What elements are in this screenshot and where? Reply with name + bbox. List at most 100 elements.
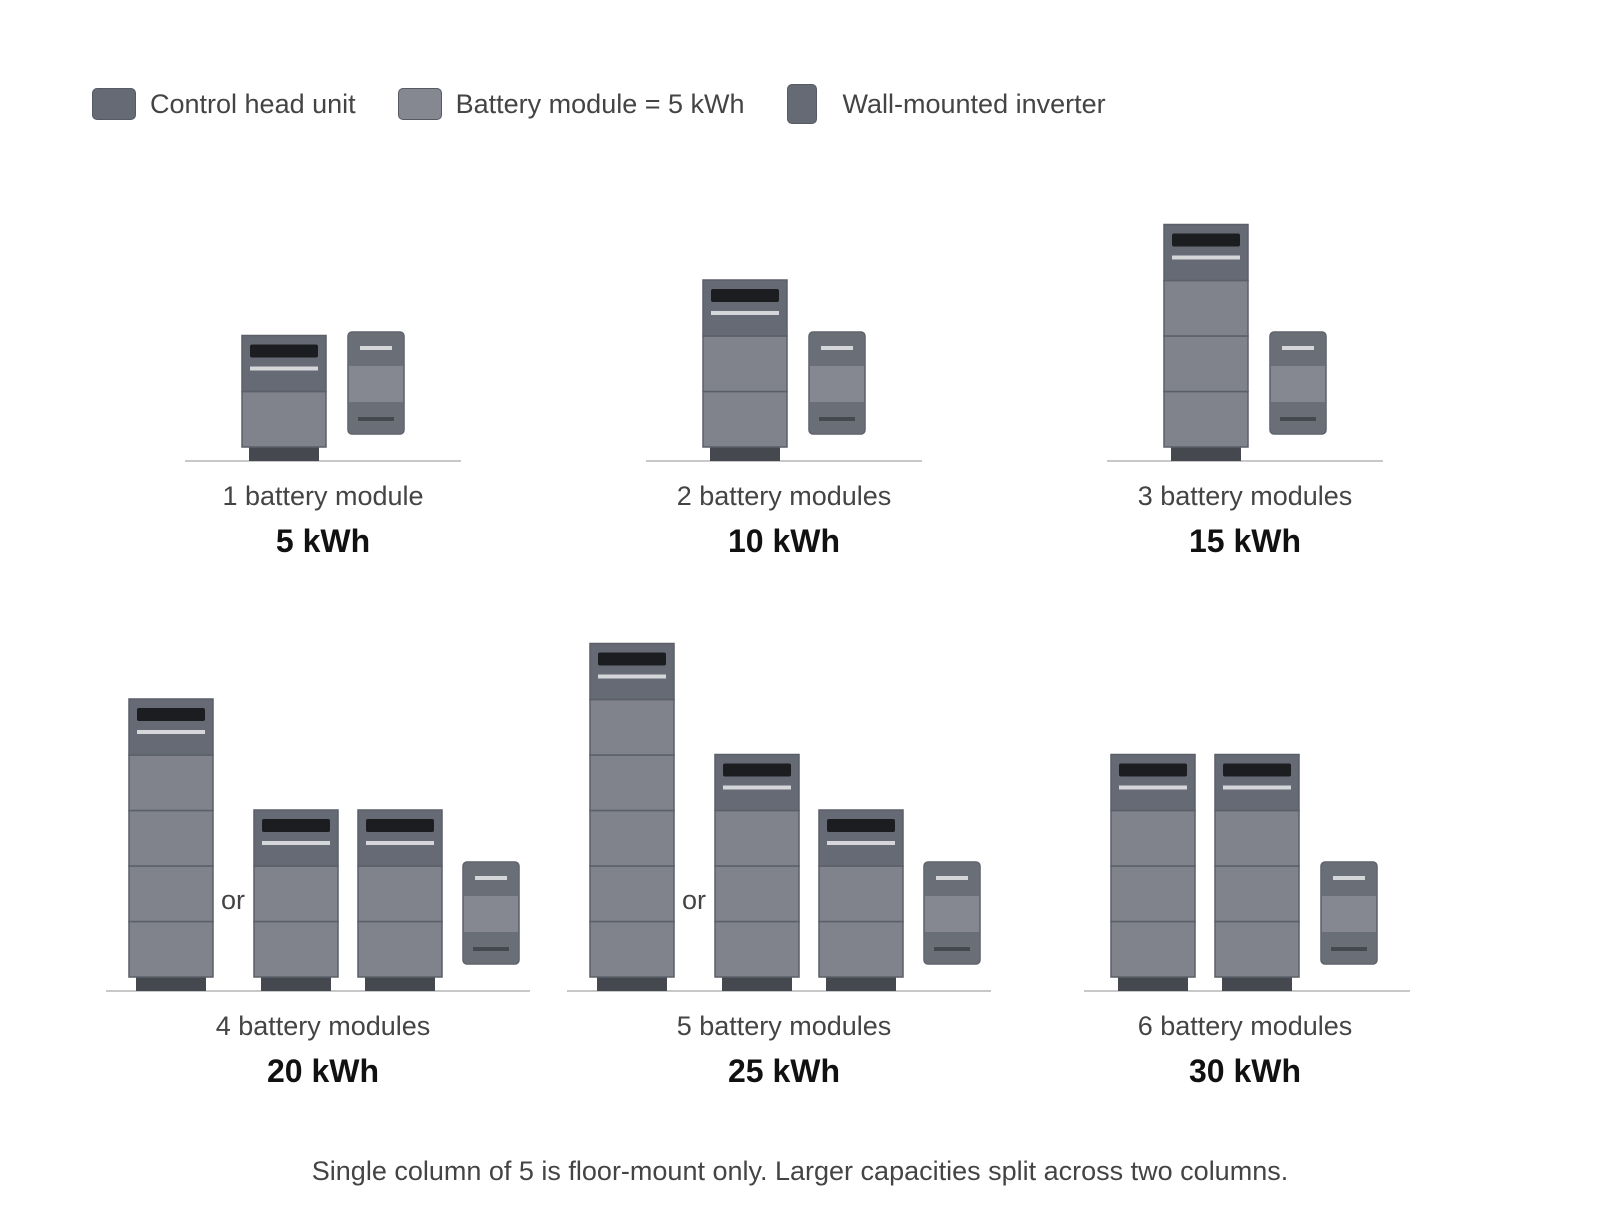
head-unit-indicator [366,841,434,845]
head-unit-indicator [598,674,666,679]
head-unit-body [714,753,800,812]
stack-base [710,447,780,461]
battery-module [1214,865,1300,923]
control-head-unit [357,809,443,867]
head-unit-display [598,652,666,666]
stack-base [1171,447,1241,461]
head-unit-indicator [1172,255,1240,260]
inverter-vent [358,417,394,421]
control-head-unit [1110,753,1196,812]
legend-item-control-head-unit: Control head unit [92,88,356,120]
battery-module [253,865,339,923]
config-label: 4 battery modules [215,1011,431,1041]
battery-module [714,865,800,923]
head-unit-display [1119,763,1187,777]
inverter-vent [934,947,970,951]
wall-mounted-inverter [923,861,981,965]
head-unit-body [1110,753,1196,812]
battery-module [1163,335,1249,393]
battery-module [714,920,800,978]
battery-stack [589,642,675,991]
legend-item-battery-module: Battery module = 5 kWh [397,88,745,120]
config-3 [1107,223,1383,462]
head-unit-display [366,819,434,832]
config-capacity: 20 kWh [266,1053,380,1089]
battery-module [128,920,214,978]
battery-stack [818,809,904,991]
battery-module [702,390,788,448]
legend-label: Control head unit [150,88,356,119]
head-unit-body [253,809,339,867]
stack-base [826,977,896,991]
battery-module-swatch [397,88,442,120]
battery-stack [128,698,214,991]
head-unit-body [241,334,327,393]
head-unit-body [357,809,443,867]
battery-module [1110,809,1196,867]
stack-base [365,977,435,991]
head-unit-indicator [250,366,318,371]
head-unit-body [702,279,788,337]
inverter-vent [819,417,855,421]
config-capacity: 5 kWh [275,523,371,559]
inverter-vent [1280,417,1316,421]
battery-module [1163,390,1249,448]
battery-module [818,865,904,923]
head-unit-display [723,763,791,777]
head-unit-indicator [1119,785,1187,790]
config-capacity: 10 kWh [727,523,841,559]
config-capacity: 25 kWh [727,1053,841,1089]
wall-mounted-inverter [808,331,866,435]
wall-mounted-inverter [347,331,405,435]
control-head-unit [241,334,327,393]
control-head-unit [253,809,339,867]
battery-stack [253,809,339,991]
config-5: or [567,642,991,992]
config-2 [646,279,922,462]
legend-label: Wall-mounted inverter [842,88,1106,119]
head-unit-display [250,344,318,358]
control-head-unit [1163,223,1249,282]
legend-label: Battery module = 5 kWh [455,88,745,119]
head-unit-display [1172,233,1240,247]
config-label: 6 battery modules [1137,1011,1353,1041]
head-unit-indicator [1223,785,1291,790]
control-head-unit [1214,753,1300,812]
head-unit-body [128,698,214,756]
wall-inverter-swatch [786,84,817,124]
or-label: or [221,885,245,915]
head-unit-display [1223,763,1291,777]
control-head-unit [128,698,214,756]
stack-base [249,447,319,461]
battery-module [818,920,904,978]
head-unit-display [827,819,895,832]
battery-stack [714,753,800,991]
battery-stack [241,334,327,461]
inverter-indicator [936,876,968,880]
head-unit-indicator [137,730,205,734]
battery-stack [357,809,443,991]
inverter-indicator [821,346,853,350]
battery-stack [1163,223,1249,461]
stack-base [1222,977,1292,991]
control-head-unit [589,642,675,701]
config-label: 1 battery module [222,481,424,511]
footnote: Single column of 5 is floor-mount only. … [311,1156,1289,1186]
legend-item-wall-inverter: Wall-mounted inverter [786,84,1106,124]
battery-module [589,698,675,756]
head-unit-indicator [723,785,791,790]
inverter-vent [1331,947,1367,951]
control-head-unit [702,279,788,337]
battery-module [589,865,675,923]
stack-base [1118,977,1188,991]
battery-stack [1214,753,1300,991]
battery-stack [702,279,788,461]
config-label: 3 battery modules [1137,481,1353,511]
battery-module [357,920,443,978]
inverter-indicator [1333,876,1365,880]
head-unit-body [818,809,904,867]
config-4: or [106,698,530,992]
config-capacity: 30 kWh [1188,1053,1302,1089]
wall-mounted-inverter [1269,331,1327,435]
